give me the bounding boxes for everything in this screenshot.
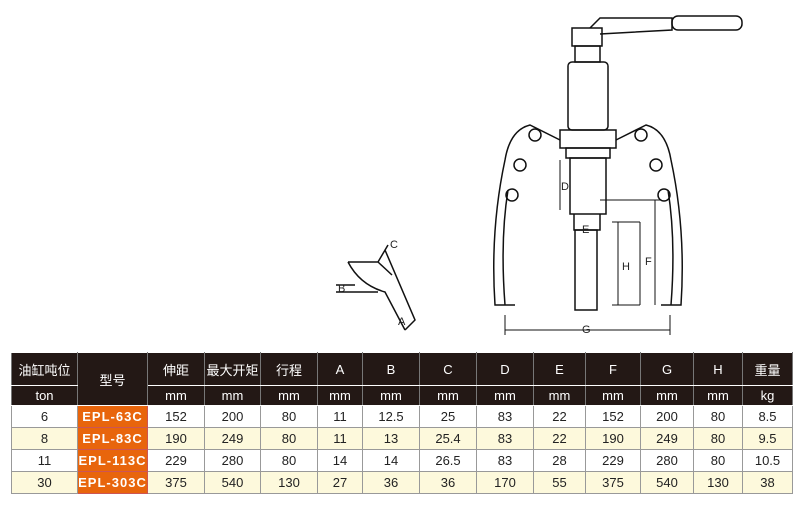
table-cell: 152 [585,405,641,428]
unit-header: kg [742,385,793,406]
table-cell: 22 [533,427,586,450]
column-header: F [585,352,641,386]
table-cell: 200 [204,405,261,428]
table-cell: 80 [693,405,743,428]
unit-header: mm [362,385,420,406]
unit-header: mm [693,385,743,406]
unit-header: mm [204,385,261,406]
model-cell: EPL-63C [77,405,148,428]
label-h: H [622,261,630,273]
table-cell: 80 [260,405,318,428]
unit-header: mm [317,385,363,406]
table-cell: 229 [585,449,641,472]
table-cell: 8.5 [742,405,793,428]
column-header: 型号 [77,352,148,406]
label-d: D [561,181,569,193]
label-a: A [398,316,406,328]
puller-drawing [336,15,743,335]
column-header: C [419,352,477,386]
table-cell: 11 [317,427,363,450]
column-header: 油缸吨位 [11,352,78,386]
table-cell: 83 [476,427,534,450]
table-cell: 9.5 [742,427,793,450]
table-cell: 229 [147,449,205,472]
table-cell: 80 [693,449,743,472]
unit-header: mm [147,385,205,406]
table-cell: 11 [11,449,78,472]
table-cell: 11 [317,405,363,428]
unit-header: mm [640,385,694,406]
model-cell: EPL-113C [77,449,148,472]
table-cell: 249 [640,427,694,450]
column-header: 行程 [260,352,318,386]
table-cell: 80 [260,427,318,450]
unit-header: mm [585,385,641,406]
table-cell: 22 [533,405,586,428]
label-g: G [582,324,591,336]
column-header: 重量 [742,352,793,386]
table-cell: 25 [419,405,477,428]
table-cell: 13 [362,427,420,450]
table-cell: 375 [147,471,205,494]
table-cell: 83 [476,449,534,472]
unit-header: mm [260,385,318,406]
table-cell: 30 [11,471,78,494]
column-header: D [476,352,534,386]
table-cell: 27 [317,471,363,494]
label-f: F [645,256,652,268]
table-row: 8 EPL-83C 190 249 80 11 13 25.4 83 22 190 249 80 9.5 [11,427,793,450]
label-c: C [390,239,398,251]
table-cell: 249 [204,427,261,450]
column-header: B [362,352,420,386]
column-header: 最大开矩 [204,352,261,386]
table-cell: 14 [362,449,420,472]
unit-header: mm [476,385,534,406]
table-cell: 83 [476,405,534,428]
unit-header: mm [419,385,477,406]
table-cell: 170 [476,471,534,494]
table-cell: 280 [204,449,261,472]
column-header: 伸距 [147,352,205,386]
table-cell: 130 [260,471,318,494]
table-row: 6 EPL-63C 152 200 80 11 12.5 25 83 22 152 200 80 8.5 [11,405,793,428]
column-header: G [640,352,694,386]
table-cell: 80 [693,427,743,450]
table-cell: 25.4 [419,427,477,450]
model-cell: EPL-83C [77,427,148,450]
table-cell: 36 [419,471,477,494]
table-cell: 280 [640,449,694,472]
table-cell: 36 [362,471,420,494]
table-cell: 10.5 [742,449,793,472]
column-header: E [533,352,586,386]
unit-header: ton [11,385,78,406]
table-cell: 540 [640,471,694,494]
spec-table: 油缸吨位 型号 伸距 最大开矩 行程 A B C D E F G H 重量 ton mm mm mm mm mm mm… [11,352,793,494]
puller-diagram: G H F E D C B A [336,15,743,336]
table-cell: 130 [693,471,743,494]
column-header: A [317,352,363,386]
table-cell: 38 [742,471,793,494]
table-cell: 55 [533,471,586,494]
table-cell: 190 [585,427,641,450]
table-cell: 26.5 [419,449,477,472]
table-cell: 540 [204,471,261,494]
table-cell: 28 [533,449,586,472]
table-row: 30 EPL-303C 375 540 130 27 36 36 170 55 375 540 130 3… [11,471,793,494]
model-cell: EPL-303C [77,471,148,494]
table-cell: 6 [11,405,78,428]
table-cell: 152 [147,405,205,428]
column-header: H [693,352,743,386]
label-e: E [582,224,589,236]
table-row: 11 EPL-113C 229 280 80 14 14 26.5 83 28 229 280 80 10… [11,449,793,472]
table-cell: 375 [585,471,641,494]
table-cell: 8 [11,427,78,450]
table-cell: 12.5 [362,405,420,428]
table-cell: 190 [147,427,205,450]
table-cell: 14 [317,449,363,472]
unit-header: mm [533,385,586,406]
table-cell: 80 [260,449,318,472]
table-cell: 200 [640,405,694,428]
label-b: B [338,283,345,295]
